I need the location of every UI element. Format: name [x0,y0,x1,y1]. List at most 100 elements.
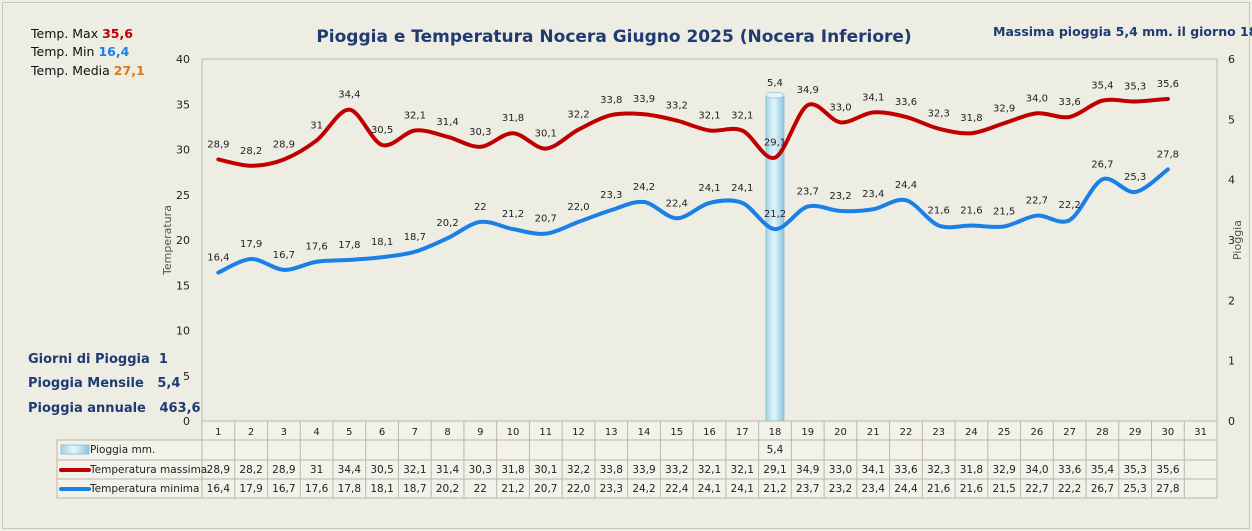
table-cell: 32,1 [403,464,426,476]
data-labels: 5,4 28,9 28,2 28,9 31 34,4 30,5 32,1 31,4 30,3 31,… [207,78,1179,263]
stat-tmed-value: 27,1 [113,63,145,78]
table-cell: 22,0 [567,483,590,495]
rain-days-label: Giorni di Pioggia [28,352,150,367]
x-tick-label: 4 [313,427,319,438]
table-cell: 32,9 [992,464,1015,476]
min-data-label: 24,2 [633,182,655,193]
table-row-label-min: Temperatura minima [89,483,199,495]
x-tick-label: 19 [801,427,814,438]
rain-year-value: 463,6 [159,401,201,416]
x-tick-label: 21 [867,427,880,438]
max-data-label: 33,8 [600,95,622,106]
max-data-label: 32,1 [404,110,426,121]
rain-max-text: Massima pioggia 5,4 mm. il giorno 18 [993,24,1252,39]
rain-data-label: 5,4 [767,78,783,89]
series-line-min [216,167,1170,275]
y2-tick-label: 6 [1228,53,1235,66]
series-line-max [216,96,1170,168]
max-data-label: 28,9 [207,139,229,150]
y-tick-label: 15 [176,279,190,292]
min-data-label: 22 [474,202,487,213]
table-cell: 32,1 [731,464,754,476]
x-tick-label: 11 [539,427,552,438]
x-tick-label: 15 [670,427,683,438]
table-cell: 32,2 [567,464,590,476]
min-data-label: 22,4 [666,198,688,209]
y2-tick-label: 2 [1228,294,1235,307]
table-cell: 17,8 [338,483,361,495]
table-cell: 24,1 [731,483,754,495]
table-cell: 30,5 [370,464,393,476]
max-data-label: 30,3 [469,127,491,138]
max-data-label: 33,9 [633,94,655,105]
max-data-label: 30,1 [535,129,557,140]
max-data-label: 33,6 [895,97,917,108]
chart-title: Pioggia e Temperatura Nocera Giugno 2025… [316,27,911,47]
table-cell: 30,1 [534,464,557,476]
table-cell: 29,1 [763,464,786,476]
table-cell: 24,4 [894,483,918,495]
max-data-label: 31,8 [502,113,524,124]
table-cell: 34,1 [862,464,885,476]
min-data-label: 18,1 [371,237,393,248]
rain-year: Pioggia annuale 463,6 [28,401,201,416]
table-cell: 24,2 [632,483,655,495]
min-data-label: 22,7 [1026,196,1048,207]
stat-tmax-value: 35,6 [102,26,133,41]
table-cell: 17,9 [239,483,262,495]
min-data-label: 16,4 [207,253,229,264]
table-cell: 23,7 [796,483,819,495]
min-data-label: 16,7 [273,250,295,261]
max-data-label: 33,2 [666,101,688,112]
max-data-label: 32,1 [731,110,753,121]
min-data-label: 17,9 [240,239,262,250]
y2-tick-label: 3 [1228,234,1235,247]
x-tick-label: 14 [638,427,651,438]
x-tick-label: 22 [900,427,913,438]
stat-tmed: Temp. Media 27,1 [31,63,145,78]
min-data-label: 26,7 [1091,159,1113,170]
table-cell: 33,6 [894,464,918,476]
y-axis-title: Temperatura [161,205,174,276]
stat-tmax: Temp. Max 35,6 [31,26,133,41]
x-tick-label: 5 [346,427,352,438]
min-data-label: 25,3 [1124,172,1146,183]
table-cell: 17,6 [305,483,329,495]
table-cell: 33,2 [665,464,688,476]
x-tick-label: 3 [281,427,287,438]
max-data-label: 35,3 [1124,82,1146,93]
max-data-label: 35,4 [1091,81,1113,92]
max-data-label: 31 [310,120,323,131]
data-table: 1 2 3 4 5 6 7 8 9 10 11 12 13 14 15 16 17 18 19 20 21 22 23 24 2… [56,420,1218,499]
table-cell: 34,4 [338,464,362,476]
rain-year-label: Pioggia annuale [28,401,146,416]
y-tick-label: 35 [176,98,190,111]
max-data-label: 32,1 [698,110,720,121]
rain-days: Giorni di Pioggia 1 [28,352,168,367]
min-data-label: 20,7 [535,214,557,225]
table-cell: 21,2 [501,483,524,495]
table-cell: 32,3 [927,464,950,476]
y-tick-label: 0 [183,415,190,428]
rain-month-label: Pioggia Mensile [28,376,144,391]
table-cell: 33,8 [600,464,623,476]
max-data-label: 32,2 [567,110,589,121]
table-cell: 20,7 [534,483,557,495]
x-tick-label: 7 [412,427,418,438]
x-tick-label: 1 [215,427,221,438]
y-tick-label: 10 [176,325,190,338]
x-tick-label: 16 [703,427,716,438]
stat-tmin-label: Temp. Min [31,44,95,59]
rain-bar-top [765,91,785,99]
table-cell: 34,9 [796,464,819,476]
x-tick-label: 27 [1063,427,1076,438]
table-cell: 27,8 [1156,483,1179,495]
y-tick-label: 20 [176,234,190,247]
x-tick-label: 9 [477,427,483,438]
table-cell: 26,7 [1091,483,1114,495]
table-cell: 21,5 [992,483,1015,495]
table-cell: 28,9 [272,464,295,476]
max-data-label: 34,1 [862,92,884,103]
table-cell: 16,4 [207,483,231,495]
